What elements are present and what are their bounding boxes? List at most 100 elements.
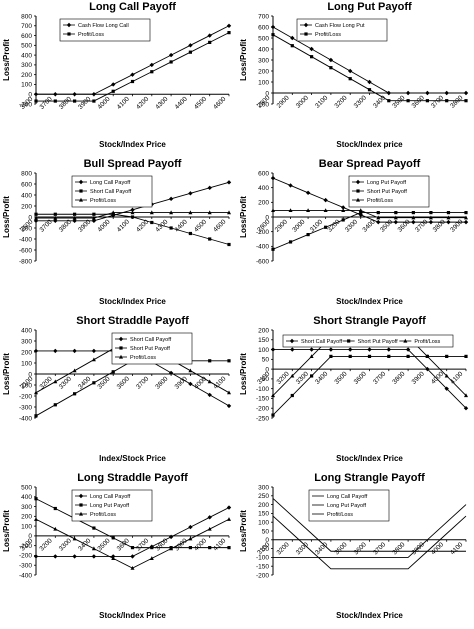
y-tick-label: 0 <box>28 92 32 99</box>
data-point <box>73 212 77 216</box>
data-point <box>91 215 96 220</box>
chart-title: Long Strangle Payoff <box>314 472 425 484</box>
series-0 <box>270 24 469 96</box>
data-point <box>367 354 372 358</box>
data-point <box>111 370 115 374</box>
legend-label: Profit/Loss <box>414 339 440 345</box>
y-tick-label: 500 <box>21 43 32 50</box>
data-point <box>91 92 97 97</box>
x-tick-label: 2900 <box>274 218 289 233</box>
legend-label: Cash Flow Long Call <box>78 23 129 29</box>
y-tick-label: -200 <box>19 225 32 232</box>
y-tick-label: 150 <box>258 511 269 518</box>
data-point <box>428 215 433 220</box>
y-tick-label: 500 <box>21 484 32 491</box>
data-point <box>130 565 135 570</box>
data-point <box>53 554 58 559</box>
y-tick-label: 50 <box>262 357 270 364</box>
y-tick-label: 200 <box>21 203 32 210</box>
x-tick-label: 4600 <box>212 218 227 233</box>
x-tick-label: 3600 <box>397 218 412 233</box>
data-point <box>446 211 451 215</box>
data-point <box>323 197 328 203</box>
data-point <box>270 24 276 30</box>
data-point <box>91 357 96 362</box>
data-point <box>310 374 314 378</box>
data-point <box>53 212 57 216</box>
y-tick-label: -600 <box>256 258 269 265</box>
legend-box <box>111 332 193 365</box>
legend-marker <box>403 338 408 343</box>
x-axis-label: Stock/Index Price <box>336 454 403 463</box>
y-tick-label: 600 <box>21 33 32 40</box>
legend-box <box>348 175 430 208</box>
series-1 <box>271 33 468 103</box>
x-tick-label: 3800 <box>58 95 73 110</box>
y-axis-label: Loss/Profit <box>239 510 248 552</box>
y-tick-label: 0 <box>265 214 269 221</box>
y-axis-label: Loss/Profit <box>239 353 248 395</box>
data-point <box>411 219 416 225</box>
legend-box <box>308 489 390 522</box>
y-tick-label: -100 <box>256 101 269 108</box>
series-line <box>273 209 466 219</box>
series-1 <box>271 211 468 251</box>
data-point <box>309 347 314 352</box>
y-tick-label: -50 <box>260 546 270 553</box>
x-tick-label: 3900 <box>174 537 189 552</box>
series-1 <box>34 212 231 247</box>
data-point <box>348 347 353 352</box>
series-2 <box>34 517 231 570</box>
y-tick-label: 400 <box>21 52 32 59</box>
x-tick-label: 3100 <box>314 94 329 109</box>
y-tick-label: 100 <box>258 347 269 354</box>
data-point <box>227 546 231 550</box>
data-point <box>329 354 333 358</box>
x-tick-label: 4100 <box>449 370 464 385</box>
legend: Long Call Payoff Long Put Payoff Profit/Lo… <box>308 489 390 522</box>
y-tick-label: -300 <box>19 404 32 411</box>
legend-box <box>282 334 454 348</box>
legend-label: Long Put Payoff <box>327 503 367 509</box>
x-tick-label: 3600 <box>116 375 131 390</box>
data-point <box>463 406 469 411</box>
chart-bull-spread: Bull Spread Payoff -800 -600 -400 -200 0 200 40… <box>2 158 232 306</box>
data-point <box>226 23 232 28</box>
x-tick-label: 3400 <box>372 94 387 109</box>
y-tick-label: -100 <box>19 382 32 389</box>
y-tick-label: -400 <box>256 244 269 251</box>
data-point <box>386 347 391 352</box>
x-tick-label: 3800 <box>449 94 464 109</box>
data-point <box>168 52 174 58</box>
y-tick-label: 100 <box>258 520 269 527</box>
data-point <box>328 347 334 352</box>
data-point <box>208 546 212 550</box>
data-point <box>376 215 381 220</box>
data-point <box>290 347 295 352</box>
legend-marker <box>67 32 71 36</box>
data-point <box>169 210 174 215</box>
legend-label: Long Put Payoff <box>367 180 407 186</box>
y-tick-label: 100 <box>258 79 269 86</box>
series-1 <box>271 354 468 417</box>
data-point <box>411 211 415 215</box>
legend: Short Call Payoff Short Put Payoff Profit/… <box>111 332 193 365</box>
series-0 <box>273 504 467 558</box>
data-point <box>444 386 449 391</box>
data-point <box>463 219 469 225</box>
data-point <box>227 242 231 247</box>
data-point <box>341 218 345 222</box>
data-point <box>33 348 39 354</box>
y-tick-label: -200 <box>19 553 32 560</box>
chart-long-strangle: Long Strangle Payoff -200-150 -100 -50 0 5010… <box>239 472 467 620</box>
data-point <box>226 403 232 409</box>
x-tick-label: 3300 <box>353 94 368 109</box>
x-tick-label: 3900 <box>77 95 92 110</box>
y-tick-label: 300 <box>21 62 32 69</box>
data-point <box>290 35 295 41</box>
data-point <box>288 208 293 212</box>
x-tick-label: 3100 <box>19 537 34 552</box>
y-tick-label: 600 <box>258 170 269 177</box>
series-0 <box>270 347 469 411</box>
data-point <box>169 546 174 551</box>
